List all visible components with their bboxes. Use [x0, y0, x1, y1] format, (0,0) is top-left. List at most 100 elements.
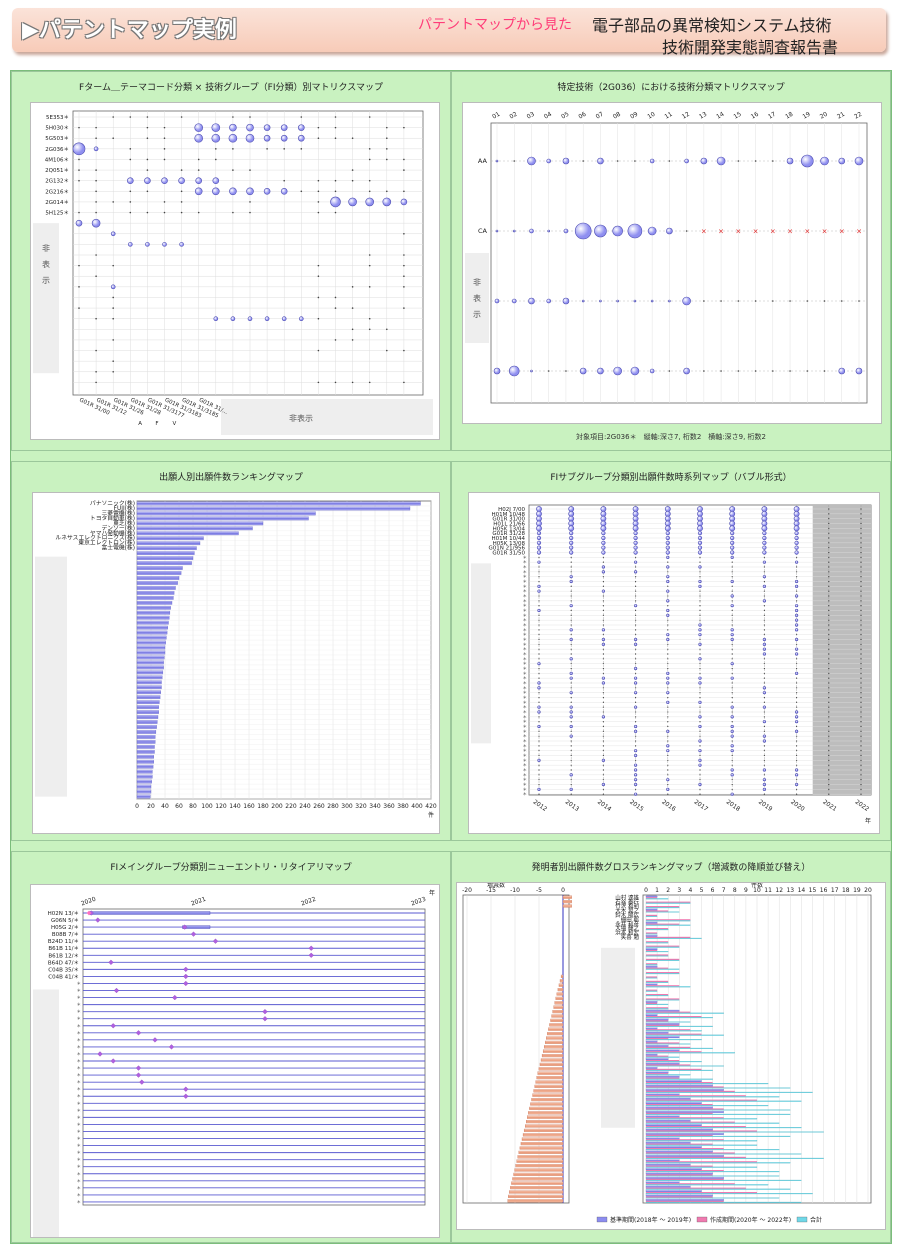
current-bar — [646, 1192, 757, 1194]
time-dot — [796, 706, 798, 708]
matrix-dot — [386, 148, 388, 150]
time-dot — [699, 609, 701, 612]
cross-mark: × — [735, 228, 741, 236]
row-label: H05K 13/04 — [493, 526, 526, 532]
year-unit: 年 — [429, 889, 435, 897]
time-dot — [699, 745, 701, 747]
matrix-bubble — [264, 316, 270, 321]
total-bar — [645, 1153, 802, 1155]
time-bubble — [664, 525, 671, 532]
time-dot — [699, 600, 701, 602]
time-bubble — [666, 599, 670, 603]
panel-new-entry-retire: FIメイングループ分類別ニューエントリ・リタイアリマップ 2020 2021 202… — [11, 851, 451, 1243]
time-dot — [538, 769, 540, 771]
time-dot — [796, 701, 798, 703]
page-subtitle: パテントマップから見た — [418, 17, 572, 33]
matrix-dot — [403, 232, 405, 235]
row-marker: ＊ — [523, 706, 528, 711]
time-dot — [731, 754, 733, 757]
time-dot — [860, 527, 862, 529]
time-bubble — [729, 515, 736, 522]
time-dot — [763, 745, 765, 747]
time-dot — [538, 672, 540, 674]
time-bubble — [793, 525, 800, 532]
matrix-bubble — [579, 367, 587, 375]
time-dot — [796, 643, 798, 645]
time-dot — [828, 779, 830, 781]
total-bar — [645, 915, 658, 917]
row-label: B24D 11/＊ — [48, 938, 79, 945]
matrix-dot — [685, 230, 688, 232]
time-dot — [699, 730, 701, 732]
total-bar — [645, 1179, 802, 1181]
time-dot — [570, 745, 572, 747]
time-bubble — [795, 710, 799, 714]
time-dot — [860, 556, 862, 558]
current-bar — [646, 1060, 680, 1062]
total-bar — [645, 990, 658, 992]
time-bubble — [698, 782, 702, 787]
time-dot — [763, 566, 765, 568]
matrix-dot — [317, 349, 320, 352]
delta-bar — [540, 1058, 564, 1062]
base-bar — [645, 1036, 680, 1039]
row-marker: ＊ — [77, 1165, 82, 1170]
time-bubble — [666, 787, 670, 791]
matrix-dot — [351, 286, 354, 288]
row-label: C04B 41/＊ — [48, 973, 79, 980]
row-marker: ＊ — [523, 638, 528, 643]
inventor-label: 竹沢 和利 — [615, 902, 639, 910]
applicant-bar — [136, 730, 157, 734]
time-dot — [538, 648, 540, 650]
time-dot — [538, 614, 540, 616]
matrix-bubble — [245, 133, 255, 143]
column-label: 13 — [698, 111, 708, 121]
time-bubble — [569, 535, 574, 541]
matrix-bubble — [162, 242, 167, 247]
time-dot — [763, 793, 765, 795]
row-marker: ＊ — [523, 744, 528, 749]
applicant-bar — [136, 615, 170, 620]
applicant-bar — [136, 650, 166, 655]
matrix-dot — [754, 370, 757, 372]
time-bubble — [634, 773, 638, 777]
applicant-bar — [136, 526, 253, 531]
matrix-bubble — [195, 177, 202, 184]
time-dot — [667, 585, 669, 587]
time-bubble — [601, 782, 605, 787]
time-dot — [860, 701, 862, 703]
matrix-dot — [754, 160, 757, 162]
time-bubble — [762, 734, 767, 738]
time-dot — [860, 774, 862, 776]
matrix-bubble — [597, 157, 604, 165]
total-bar — [645, 1166, 758, 1168]
time-bubble — [634, 676, 638, 680]
delta-bar — [550, 1018, 564, 1022]
time-dot — [828, 542, 830, 544]
time-dot — [828, 629, 830, 631]
right-tick-label: 20 — [864, 887, 872, 894]
matrix-dot — [351, 137, 354, 140]
time-bubble — [762, 642, 767, 646]
time-dot — [667, 774, 669, 776]
time-dot — [828, 508, 830, 510]
current-bar — [646, 1196, 713, 1198]
cross-mark: × — [839, 228, 845, 236]
time-bubble — [761, 515, 768, 522]
time-dot — [796, 600, 798, 602]
maps-grid: Fターム＿テーマコード分類 × 技術グループ（FI分類）別マトリクスマップ 5E… — [10, 70, 892, 1244]
time-bubble — [795, 647, 799, 651]
time-bubble — [536, 510, 542, 517]
delta-bar — [535, 1080, 564, 1084]
row-label: G01R 31/50 — [492, 551, 525, 557]
total-bar — [645, 1135, 791, 1137]
time-dot — [731, 711, 733, 713]
matrix-dot — [806, 370, 809, 372]
time-dot — [602, 740, 604, 742]
cross-mark: × — [804, 228, 810, 236]
base-bar — [645, 1177, 724, 1179]
entry-diamond — [182, 924, 188, 930]
inventor-label: 山村 達雄 — [615, 893, 639, 901]
total-bar — [645, 1122, 780, 1124]
delta-bar — [511, 1181, 564, 1185]
